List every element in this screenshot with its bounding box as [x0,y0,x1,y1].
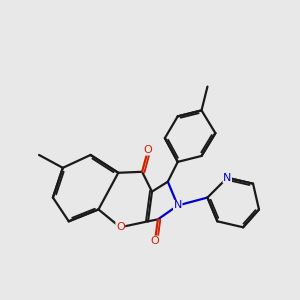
Text: O: O [151,236,159,246]
Text: O: O [116,222,125,232]
Text: N: N [174,200,182,211]
Text: N: N [223,173,232,183]
Text: O: O [144,145,152,155]
